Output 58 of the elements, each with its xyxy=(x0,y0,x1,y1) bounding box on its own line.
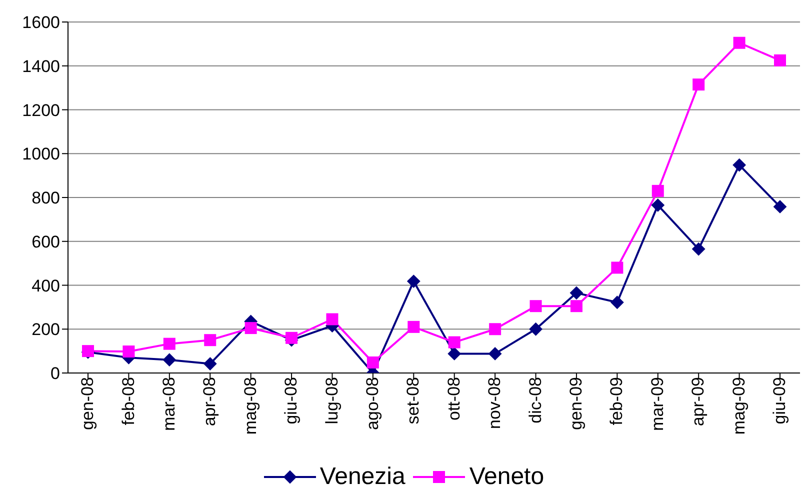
point xyxy=(122,346,135,358)
point xyxy=(692,242,706,256)
legend-label: Veneto xyxy=(469,463,544,491)
y-tick-label: 1600 xyxy=(22,13,60,32)
point xyxy=(692,78,705,91)
y-tick-label: 0 xyxy=(50,364,60,384)
point xyxy=(408,320,420,333)
point xyxy=(448,347,461,360)
point xyxy=(610,296,624,309)
point xyxy=(163,338,176,350)
x-tick-label: mag-08 xyxy=(240,377,260,435)
point xyxy=(611,262,624,274)
x-tick-label: dic-08 xyxy=(526,377,545,424)
point xyxy=(530,300,542,312)
point xyxy=(326,313,338,326)
x-tick-label: mar-09 xyxy=(648,377,667,431)
x-tick-label: gen-09 xyxy=(566,377,586,430)
point xyxy=(366,356,379,368)
point xyxy=(448,336,460,348)
point xyxy=(244,322,257,334)
point xyxy=(407,274,420,288)
y-tick-label: 800 xyxy=(32,188,60,208)
x-tick-label: apr-09 xyxy=(688,377,708,426)
y-tick-label: 1400 xyxy=(22,56,60,76)
x-tick-label: ott-08 xyxy=(444,377,464,420)
x-tick-label: nov-08 xyxy=(485,377,504,429)
y-tick-label: 1200 xyxy=(22,100,60,120)
point xyxy=(652,184,664,197)
point xyxy=(651,198,664,212)
x-tick-label: ago-08 xyxy=(363,377,382,430)
point xyxy=(570,286,583,300)
point xyxy=(774,54,786,66)
x-tick-label: giu-09 xyxy=(770,377,790,424)
point xyxy=(732,158,746,172)
x-tick-label: apr-08 xyxy=(200,377,220,426)
x-tick-label: giu-08 xyxy=(282,377,301,424)
x-tick-label: feb-08 xyxy=(118,377,138,426)
x-tick-label: mag-09 xyxy=(729,377,748,435)
x-tick-label: feb-09 xyxy=(607,377,626,426)
y-tick-label: 600 xyxy=(32,232,60,252)
x-tick-label: gen-08 xyxy=(78,377,98,430)
x-tick-label: set-08 xyxy=(404,377,423,424)
point xyxy=(162,353,176,366)
point xyxy=(204,334,216,346)
point xyxy=(286,332,298,344)
point xyxy=(529,322,542,336)
y-tick-label: 400 xyxy=(32,276,60,296)
x-tick-label: mar-08 xyxy=(159,377,178,431)
point xyxy=(733,36,746,49)
point xyxy=(488,347,502,360)
point xyxy=(489,323,502,336)
point xyxy=(774,200,786,214)
point xyxy=(570,300,582,312)
point xyxy=(204,357,217,370)
x-tick-label: lug-08 xyxy=(322,377,342,424)
y-tick-label: 200 xyxy=(32,320,60,340)
y-tick-label: 1000 xyxy=(22,144,60,164)
legend-label: Venezia xyxy=(320,463,406,491)
